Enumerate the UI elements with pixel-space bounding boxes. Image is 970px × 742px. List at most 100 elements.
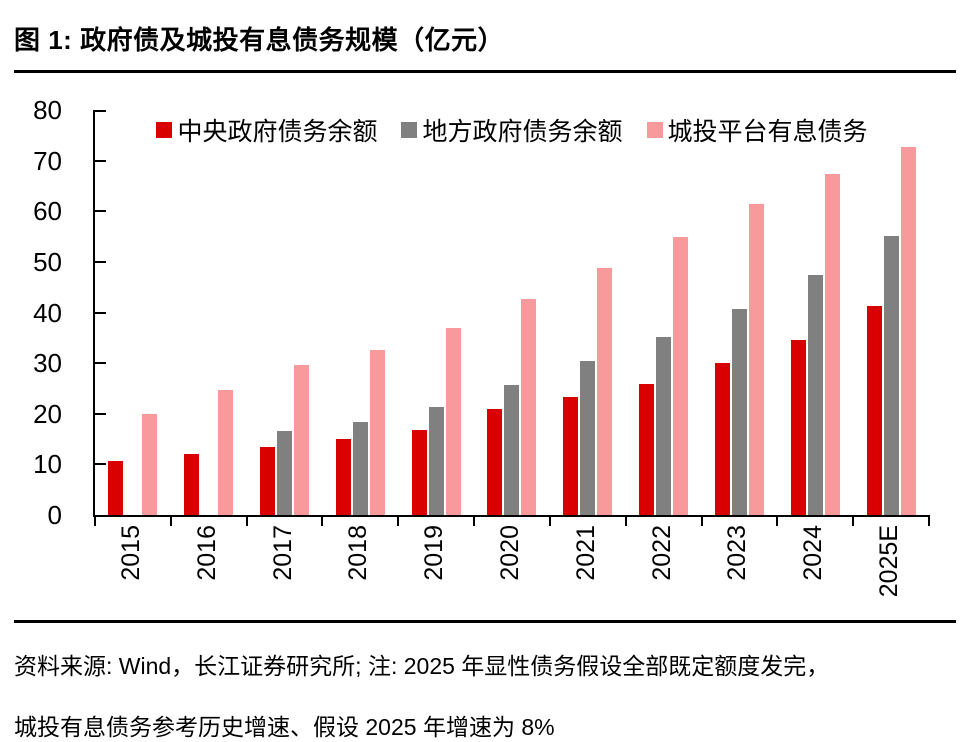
legend-swatch-icon: [156, 122, 173, 138]
source-note: 资料来源: Wind，长江证券研究所; 注: 2025 年显性债务假设全部既定额…: [14, 647, 956, 742]
legend-label: 中央政府债务余额: [177, 118, 378, 146]
x-axis-tick: [321, 515, 323, 526]
bar: [277, 431, 293, 515]
x-axis-tick: [625, 515, 627, 526]
x-axis-label: 2018: [344, 525, 373, 581]
bar: [639, 383, 655, 515]
x-axis-label: 2021: [571, 525, 600, 581]
bar: [714, 363, 730, 515]
x-axis-label: 2016: [192, 525, 221, 581]
bar: [673, 237, 689, 515]
y-axis-tick: [95, 412, 106, 415]
y-axis-tick: [95, 463, 106, 466]
bar: [597, 267, 613, 515]
bar-group: [398, 110, 474, 515]
x-axis-tick: [170, 515, 172, 526]
bar-group: [550, 110, 626, 515]
bar-groups: [95, 110, 929, 515]
x-axis-label: 2015: [116, 525, 145, 581]
bar: [900, 146, 916, 515]
bar: [184, 454, 200, 515]
y-axis-tick: [95, 110, 106, 112]
x-axis-tick: [94, 515, 96, 526]
bottom-divider: [14, 620, 956, 623]
y-axis-label: 0: [47, 500, 62, 530]
chart-legend: 中央政府债务余额 地方政府债务余额 城投平台有息债务: [95, 112, 929, 148]
x-axis-tick: [701, 515, 703, 526]
bar: [790, 339, 806, 515]
bar: [487, 409, 503, 515]
bar: [807, 274, 823, 515]
bar-group: [247, 110, 323, 515]
bar: [521, 299, 537, 515]
bar-group: [171, 110, 247, 515]
bar: [866, 305, 882, 515]
bar: [428, 407, 444, 515]
legend-item: 中央政府债务余额: [156, 112, 377, 148]
x-axis-tick: [852, 515, 854, 526]
bar: [883, 235, 899, 515]
bar: [504, 384, 520, 515]
y-axis-tick: [95, 210, 106, 213]
y-axis-tick: [95, 311, 106, 314]
legend-swatch-icon: [401, 122, 418, 138]
y-axis-tick: [95, 362, 106, 365]
bar-group: [322, 110, 398, 515]
y-axis-label: 50: [33, 246, 62, 277]
x-axis-tick: [549, 515, 551, 526]
y-axis-label: 70: [33, 145, 62, 176]
bar-group: [474, 110, 550, 515]
y-axis-label: 20: [33, 398, 62, 429]
x-axis-label: 2023: [723, 525, 752, 581]
y-axis-label: 60: [33, 196, 62, 227]
bar: [335, 439, 351, 515]
legend-label: 地方政府债务余额: [422, 118, 623, 146]
plot-area: 中央政府债务余额 地方政府债务余额 城投平台有息债务: [93, 110, 930, 526]
x-axis-label: 2022: [647, 525, 676, 581]
y-axis-label: 80: [33, 95, 62, 125]
bar: [731, 308, 747, 515]
bar: [352, 421, 368, 515]
figure-title: 图 1: 政府债及城投有息债务规模（亿元）: [14, 25, 505, 55]
bar: [218, 389, 234, 515]
bar: [445, 327, 461, 515]
source-note-line1: 资料来源: Wind，长江证券研究所; 注: 2025 年显性债务假设全部既定额…: [14, 653, 830, 679]
bar: [824, 174, 840, 515]
x-axis-label: 2025E: [875, 525, 904, 598]
x-axis-tick: [473, 515, 475, 526]
legend-swatch-icon: [646, 122, 663, 138]
x-axis-label: 2017: [268, 525, 297, 581]
x-axis-label: 2020: [496, 525, 524, 581]
bar-group: [702, 110, 778, 515]
bar: [748, 203, 764, 515]
legend-item: 地方政府债务余额: [401, 112, 623, 148]
bar: [142, 413, 158, 515]
bar: [580, 360, 596, 515]
y-axis-label: 30: [33, 348, 62, 379]
bar: [369, 350, 385, 515]
bar: [294, 365, 310, 515]
y-axis-label: 10: [33, 449, 62, 480]
x-axis-tick: [928, 515, 930, 526]
bar-group: [777, 110, 853, 515]
source-note-line2: 城投有息债务参考历史增速、假设 2025 年增速为 8%: [14, 714, 555, 740]
y-axis: 0 10 20 30 40 50 60 70 80: [0, 95, 62, 530]
legend-item: 城投平台有息债务: [646, 112, 868, 148]
x-axis-label: 2024: [799, 525, 828, 581]
x-axis-label: 2019: [420, 525, 449, 581]
y-axis-tick: [95, 260, 106, 263]
legend-label: 城投平台有息债务: [667, 118, 868, 146]
bar-group: [95, 110, 171, 515]
y-axis-tick: [95, 159, 106, 162]
bar-group: [853, 110, 929, 515]
bar: [563, 397, 579, 515]
bar: [411, 429, 427, 515]
x-axis-tick: [776, 515, 778, 526]
y-axis-label: 40: [33, 297, 62, 328]
bar: [260, 446, 276, 515]
x-axis-tick: [246, 515, 248, 526]
bar-chart: 0 10 20 30 40 50 60 70 80 中央政府债务余额 地方政府债务余额 城投平台有息…: [0, 73, 970, 620]
bar: [108, 461, 124, 515]
bar: [656, 337, 672, 515]
